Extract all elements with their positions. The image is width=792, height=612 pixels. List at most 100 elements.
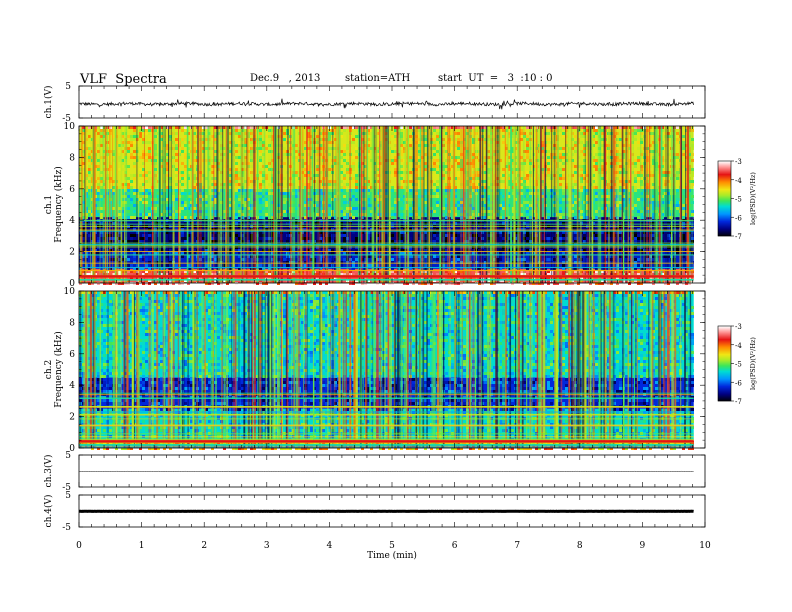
spectrogram-cell — [223, 261, 226, 264]
spectrogram-cell — [97, 228, 100, 231]
spectrogram-cell — [457, 177, 460, 180]
spectrogram-cell — [193, 249, 196, 252]
spectrogram-cell — [214, 138, 217, 141]
spectrogram-cell — [352, 177, 355, 180]
spectrogram-cell — [100, 126, 103, 129]
spectrogram-cell — [205, 222, 208, 225]
spectrogram-cell — [142, 189, 145, 192]
spectrogram-cell — [148, 147, 151, 150]
spectrogram-cell — [187, 273, 190, 276]
spectrogram-cell — [271, 189, 274, 192]
spectrogram-cell — [547, 126, 550, 129]
spectrogram-cell — [562, 213, 565, 216]
spectrogram-cell — [355, 129, 358, 132]
spectrogram-cell — [139, 186, 142, 189]
spectrogram-cell — [109, 222, 112, 225]
spectrogram-cell — [82, 249, 85, 252]
spectrogram-cell — [184, 189, 187, 192]
station-label: station=ATH — [345, 73, 411, 84]
spectrogram-cell — [409, 144, 412, 147]
spectrogram-cell — [433, 189, 436, 192]
spectrogram-cell — [142, 246, 145, 249]
spectrogram-cell — [160, 132, 163, 135]
spectrogram-cell — [241, 174, 244, 177]
spectrogram-cell — [136, 198, 139, 201]
spectrogram-cell — [97, 258, 100, 261]
spectrogram-cell — [175, 144, 178, 147]
spectrogram-cell — [409, 168, 412, 171]
spectrogram-cell — [202, 174, 205, 177]
spectrogram-cell — [208, 282, 211, 285]
spectrogram-cell — [136, 201, 139, 204]
spectrogram-cell — [238, 252, 241, 255]
spectrogram-cell — [574, 141, 577, 144]
spectrogram-cell — [409, 159, 412, 162]
spectrogram-cell — [268, 129, 271, 132]
spectrogram-cell — [82, 213, 85, 216]
spectrogram-cell — [262, 147, 265, 150]
spectrogram-cell — [238, 174, 241, 177]
spectrogram-cell — [259, 162, 262, 165]
spectrogram-cell — [409, 171, 412, 174]
spectrogram-cell — [103, 135, 106, 138]
spectrogram-cell — [547, 210, 550, 213]
spectrogram-cell — [526, 264, 529, 267]
spectrogram-cell — [193, 159, 196, 162]
spectrogram-cell — [121, 132, 124, 135]
spectrogram-cell — [193, 231, 196, 234]
spectrogram-cell — [241, 129, 244, 132]
spectrogram-cell — [562, 264, 565, 267]
spectrogram-cell — [85, 273, 88, 276]
spectrogram-cell — [268, 267, 271, 270]
spectrogram-cell — [118, 141, 121, 144]
spectrogram-cell — [241, 156, 244, 159]
spectrogram-cell — [352, 171, 355, 174]
spectrogram-cell — [262, 183, 265, 186]
spectrogram-cell — [100, 156, 103, 159]
spectrogram-cell — [184, 240, 187, 243]
spectrogram-cell — [562, 240, 565, 243]
spectrogram-cell — [247, 165, 250, 168]
spectrogram-cell — [211, 141, 214, 144]
spectrogram-cell — [175, 138, 178, 141]
spectrogram-cell — [271, 129, 274, 132]
spectrogram-cell — [181, 183, 184, 186]
spectrogram-cell — [160, 273, 163, 276]
spectrogram-cell — [547, 192, 550, 195]
spectrogram-cell — [235, 249, 238, 252]
spectrogram-cell — [100, 129, 103, 132]
spectrogram-cell — [166, 258, 169, 261]
spectrogram-cell — [547, 216, 550, 219]
spectrogram-cell — [100, 141, 103, 144]
spectrogram-cell — [121, 189, 124, 192]
spectrogram-cell — [109, 180, 112, 183]
spectrogram-cell — [223, 237, 226, 240]
spectrogram-cell — [238, 198, 241, 201]
spectrogram-cell — [268, 201, 271, 204]
spectrogram-cell — [160, 264, 163, 267]
spectrogram-cell — [433, 183, 436, 186]
spectrogram-cell — [547, 234, 550, 237]
spectrogram-cell — [547, 141, 550, 144]
spectrogram-cell — [139, 267, 142, 270]
spectrogram-cell — [82, 261, 85, 264]
spectrogram-cell — [574, 246, 577, 249]
spectrogram-cell — [160, 192, 163, 195]
spectrogram-cell — [562, 147, 565, 150]
spectrogram-cell — [103, 273, 106, 276]
spectrogram-cell — [343, 183, 346, 186]
spectrogram-cell — [103, 207, 106, 210]
spectrogram-cell — [433, 210, 436, 213]
spectrogram-cell — [559, 183, 562, 186]
spectrogram-cell — [148, 138, 151, 141]
spectrogram-cell — [436, 258, 439, 261]
spectrogram-cell — [211, 198, 214, 201]
spectrogram-cell — [436, 195, 439, 198]
spectrogram-cell — [166, 228, 169, 231]
spectrogram-cell — [187, 207, 190, 210]
spectrogram-cell — [238, 135, 241, 138]
spectrogram-cell — [130, 261, 133, 264]
spectrogram-cell — [352, 150, 355, 153]
spectrogram-cell — [559, 171, 562, 174]
spectrogram-cell — [241, 261, 244, 264]
